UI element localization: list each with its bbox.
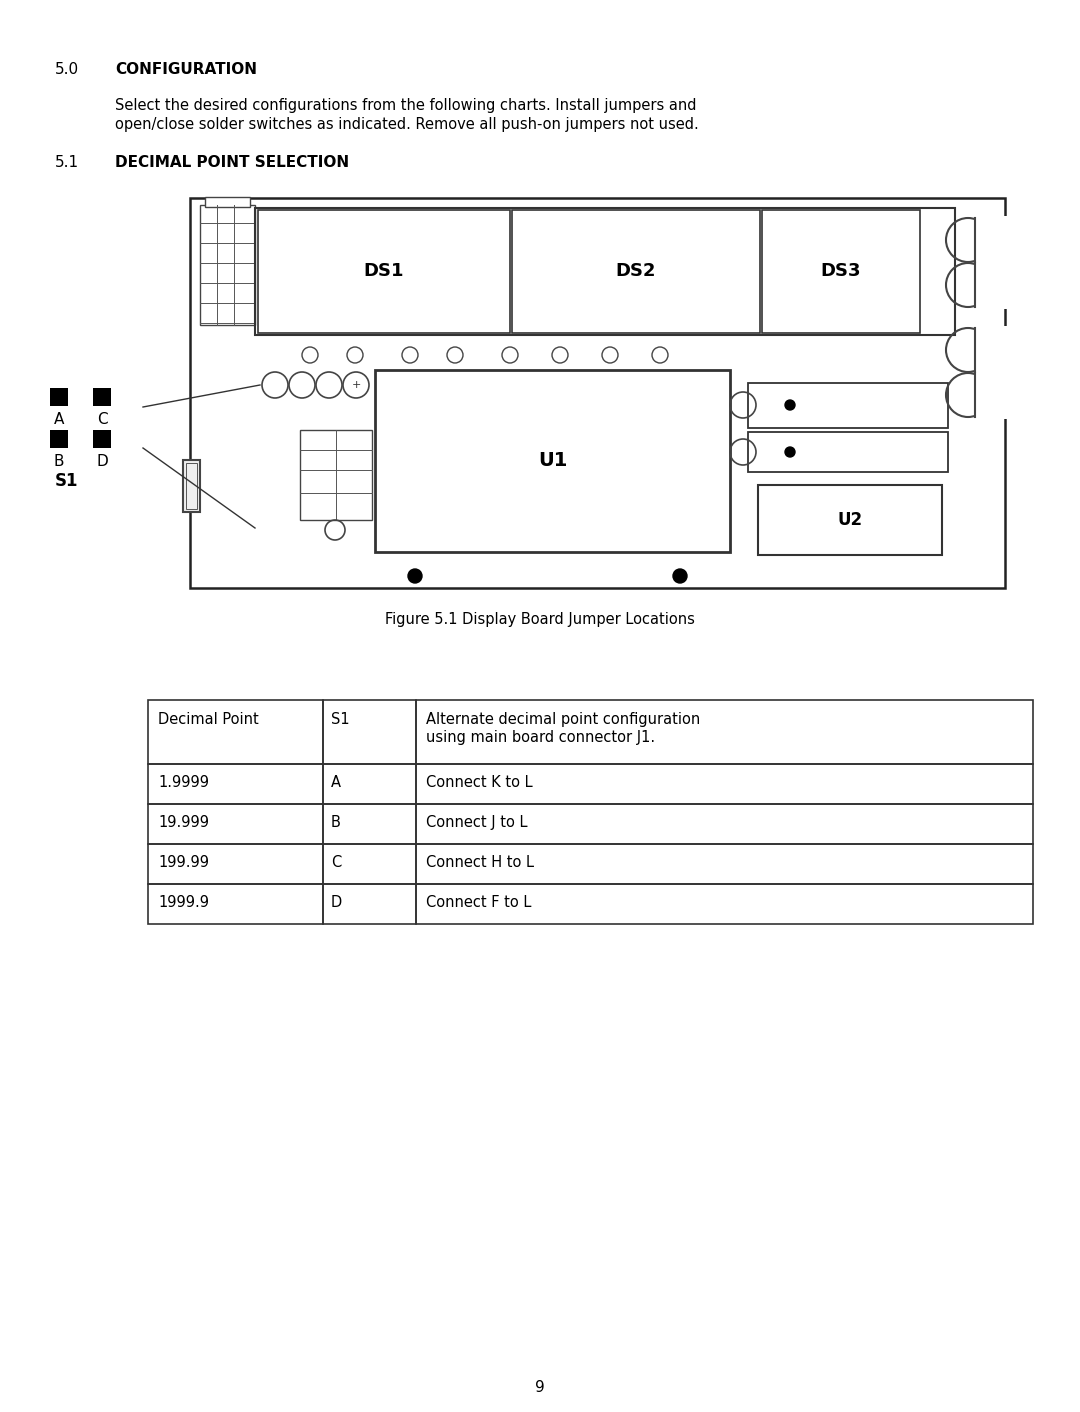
Bar xyxy=(190,198,1005,587)
Text: Connect F to L: Connect F to L xyxy=(426,895,531,909)
Circle shape xyxy=(673,569,687,583)
Bar xyxy=(148,764,323,803)
Circle shape xyxy=(785,448,795,457)
Text: Connect K to L: Connect K to L xyxy=(426,775,532,789)
Text: S1: S1 xyxy=(330,712,350,727)
Bar xyxy=(93,388,111,407)
Text: D: D xyxy=(96,455,108,469)
Text: DS2: DS2 xyxy=(616,263,657,281)
Bar xyxy=(975,371,1015,419)
Text: Decimal Point: Decimal Point xyxy=(158,712,259,727)
Bar xyxy=(323,700,416,764)
Bar xyxy=(748,432,948,472)
Text: 19.999: 19.999 xyxy=(158,815,210,830)
Bar xyxy=(50,431,68,448)
Bar xyxy=(300,431,372,520)
Text: A: A xyxy=(54,412,64,426)
Bar xyxy=(975,261,1015,309)
Circle shape xyxy=(785,400,795,409)
Bar xyxy=(416,844,1032,884)
Text: CONFIGURATION: CONFIGURATION xyxy=(114,62,257,78)
Bar xyxy=(200,205,255,325)
Bar xyxy=(93,431,111,448)
Bar xyxy=(416,884,1032,923)
Bar xyxy=(416,700,1032,764)
Bar xyxy=(416,764,1032,803)
Bar xyxy=(148,844,323,884)
Bar xyxy=(50,388,68,407)
Text: S1: S1 xyxy=(55,472,79,490)
Bar xyxy=(148,700,323,764)
Text: 5.0: 5.0 xyxy=(55,62,79,78)
Text: B: B xyxy=(54,455,64,469)
Bar xyxy=(255,208,955,335)
Bar xyxy=(148,884,323,923)
Text: Figure 5.1 Display Board Jumper Locations: Figure 5.1 Display Board Jumper Location… xyxy=(386,611,694,627)
Text: B: B xyxy=(330,815,341,830)
Bar xyxy=(183,460,200,513)
Text: Connect H to L: Connect H to L xyxy=(426,856,534,870)
Text: open/close solder switches as indicated. Remove all push-on jumpers not used.: open/close solder switches as indicated.… xyxy=(114,117,699,131)
Bar xyxy=(975,216,1015,264)
Bar xyxy=(258,210,510,333)
Text: 1999.9: 1999.9 xyxy=(158,895,210,909)
Text: C: C xyxy=(330,856,341,870)
Bar xyxy=(323,764,416,803)
Bar xyxy=(186,463,197,508)
Circle shape xyxy=(408,569,422,583)
Text: DS3: DS3 xyxy=(821,263,861,281)
Text: 9: 9 xyxy=(535,1380,545,1395)
Text: 5.1: 5.1 xyxy=(55,155,79,169)
Text: Select the desired conﬁgurations from the following charts. Install jumpers and: Select the desired conﬁgurations from th… xyxy=(114,97,697,113)
Bar xyxy=(323,803,416,844)
Bar xyxy=(512,210,760,333)
Text: C: C xyxy=(97,412,107,426)
Bar xyxy=(758,484,942,555)
Text: using main board connector J1.: using main board connector J1. xyxy=(426,730,656,746)
Bar xyxy=(205,198,249,208)
Bar xyxy=(748,383,948,428)
Text: DS1: DS1 xyxy=(364,263,404,281)
Text: Connect J to L: Connect J to L xyxy=(426,815,527,830)
Bar xyxy=(762,210,920,333)
Bar xyxy=(323,884,416,923)
Text: +: + xyxy=(351,380,361,390)
Text: A: A xyxy=(330,775,341,789)
Bar xyxy=(975,326,1015,374)
Bar xyxy=(375,370,730,552)
Text: 199.99: 199.99 xyxy=(158,856,210,870)
Text: DECIMAL POINT SELECTION: DECIMAL POINT SELECTION xyxy=(114,155,349,169)
Bar xyxy=(323,844,416,884)
Text: Alternate decimal point conﬁguration: Alternate decimal point conﬁguration xyxy=(426,712,700,727)
Bar xyxy=(148,803,323,844)
Text: D: D xyxy=(330,895,342,909)
Text: 1.9999: 1.9999 xyxy=(158,775,210,789)
Text: U1: U1 xyxy=(538,452,567,470)
Bar xyxy=(416,803,1032,844)
Text: U2: U2 xyxy=(837,511,863,530)
